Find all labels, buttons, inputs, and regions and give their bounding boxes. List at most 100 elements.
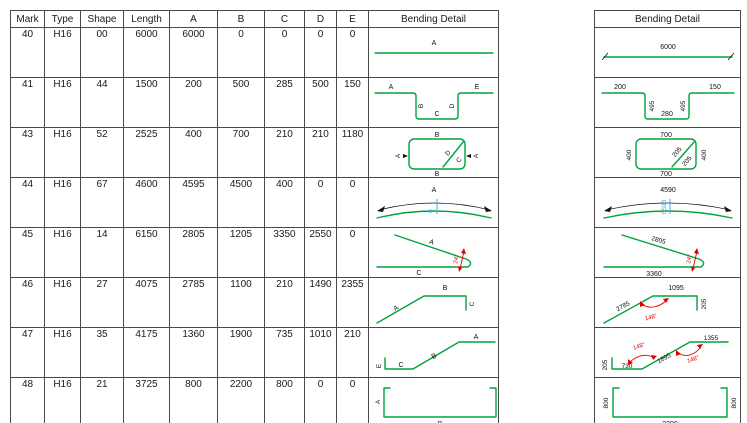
cell-e: 0 bbox=[336, 27, 369, 78]
shape-52-closed-link-diagram: 700 700 400 400 205 205 bbox=[626, 132, 708, 177]
dim-label-bottom: 2200 bbox=[662, 421, 678, 423]
cell-b: 2200 bbox=[217, 377, 265, 423]
cell-d: 210 bbox=[304, 127, 337, 178]
cell-type: H16 bbox=[44, 127, 81, 178]
cell-bending-detail: A B C bbox=[368, 277, 499, 328]
seg-label-e: E bbox=[475, 84, 480, 91]
cell-bending-detail: A bbox=[368, 27, 499, 78]
cell-a: 800 bbox=[169, 377, 218, 423]
dim-label-diag-lower: 205 bbox=[681, 155, 694, 168]
cell-d: 0 bbox=[304, 377, 337, 423]
angle-arrow-down-icon bbox=[458, 266, 462, 272]
angle-arrow-icon bbox=[650, 355, 657, 360]
dim-label-bottom: 3360 bbox=[646, 271, 662, 277]
seg-label-a: A bbox=[389, 84, 394, 91]
shape-14-hooked-bar-diagram: 2805 3360 24° bbox=[602, 234, 704, 277]
angle-arrow-up-icon bbox=[461, 248, 466, 254]
cell-c: 0 bbox=[264, 27, 305, 78]
dim-arrow-left-icon bbox=[377, 206, 385, 212]
col-header-e: E bbox=[336, 10, 369, 28]
bar-path bbox=[376, 295, 467, 324]
angle-arrow-down-icon bbox=[690, 266, 695, 272]
header-row: Bending Detail bbox=[594, 10, 741, 28]
cell-type: H16 bbox=[44, 27, 81, 78]
bar-bending-schedule-table: Mark Type Shape Length A B C D E Bending… bbox=[10, 10, 499, 423]
angle-arc-upper bbox=[677, 346, 701, 356]
cell-b: 700 bbox=[217, 127, 265, 178]
seg-label-bottom: B bbox=[435, 171, 440, 177]
cell-c: 210 bbox=[264, 127, 305, 178]
bar-path bbox=[408, 138, 466, 170]
table-row-mark-40: 40 H16 00 6000 6000 0 0 0 0 A bbox=[10, 27, 499, 78]
dim-label-slope: 2805 bbox=[650, 235, 666, 246]
cell-e: 0 bbox=[336, 377, 369, 423]
shape-00-straight-bar-diagram: 6000 bbox=[601, 44, 734, 61]
seg-label-top: B bbox=[435, 132, 440, 139]
cell-d: 0 bbox=[304, 177, 337, 228]
cell-shape: 67 bbox=[80, 177, 124, 228]
cell-shape: 52 bbox=[80, 127, 124, 178]
cell-b: 1205 bbox=[217, 227, 265, 278]
dim-label-right: 800 bbox=[731, 397, 738, 408]
dim-label: A bbox=[432, 187, 437, 194]
cell-type: H16 bbox=[44, 277, 81, 328]
col-header-d: D bbox=[304, 10, 337, 28]
dim-tick-right bbox=[727, 52, 734, 61]
cell-mark: 45 bbox=[10, 227, 45, 278]
cell-bending-detail: 800 2200 800 bbox=[594, 377, 741, 423]
angle-label: 24° bbox=[686, 254, 694, 265]
cell-e: 210 bbox=[336, 327, 369, 378]
cell-type: H16 bbox=[44, 227, 81, 278]
cell-length: 3725 bbox=[123, 377, 170, 423]
angle-dim-line bbox=[459, 250, 465, 270]
table-row-mark-45: 45 H16 14 6150 2805 1205 3350 2550 0 A C… bbox=[10, 227, 499, 278]
cell-length: 6150 bbox=[123, 227, 170, 278]
bar-path bbox=[374, 92, 494, 120]
seg-label-left: A bbox=[375, 399, 382, 404]
dim-tick-left bbox=[601, 52, 608, 61]
cell-d: 2550 bbox=[304, 227, 337, 278]
cell-c: 735 bbox=[264, 327, 305, 378]
cell-mark: 41 bbox=[10, 77, 45, 128]
shape-14-hooked-bar-diagram: A C 24° bbox=[376, 234, 472, 277]
bar-path bbox=[602, 295, 698, 324]
dim-label-leg-right: 495 bbox=[680, 100, 687, 111]
cell-b: 4500 bbox=[217, 177, 265, 228]
seg-label-slope: A bbox=[428, 239, 435, 247]
dim-arrow-right-icon bbox=[723, 206, 732, 212]
cell-type: H16 bbox=[44, 377, 81, 423]
dim-arc bbox=[605, 202, 730, 211]
cell-a: 2785 bbox=[169, 277, 218, 328]
dim-label-side-left: 400 bbox=[626, 149, 633, 160]
cell-bending-detail: A E B D C bbox=[368, 77, 499, 128]
dim-label-top: 1095 bbox=[668, 285, 684, 292]
cell-mark: 46 bbox=[10, 277, 45, 328]
col-header-bending-detail: Bending Detail bbox=[368, 10, 499, 28]
col-header-shape: Shape bbox=[80, 10, 124, 28]
table-row-mark-41: 41 H16 44 1500 200 500 285 500 150 A E B… bbox=[10, 77, 499, 128]
col-header-a: A bbox=[169, 10, 218, 28]
cell-shape: 35 bbox=[80, 327, 124, 378]
seg-label-diag-upper: D bbox=[444, 149, 453, 157]
angle-arrow-icon bbox=[627, 359, 633, 365]
cell-c: 210 bbox=[264, 277, 305, 328]
shape-00-straight-bar-diagram: A bbox=[374, 40, 494, 54]
shape-67-curved-bar-diagram: 4590 6593 bbox=[602, 187, 733, 219]
angle-arrow-right-icon bbox=[662, 298, 669, 303]
shape-35-cranked-bar-diagram: E C B A bbox=[376, 334, 496, 370]
cell-a: 200 bbox=[169, 77, 218, 128]
dim-label: 6000 bbox=[660, 44, 676, 51]
seg-label-side: C bbox=[469, 301, 476, 306]
cell-c: 800 bbox=[264, 377, 305, 423]
seg-label-side-right: A bbox=[473, 153, 480, 158]
cell-mark: 40 bbox=[10, 27, 45, 78]
bar-path bbox=[376, 210, 492, 219]
dim-label-leg-left: 495 bbox=[649, 100, 656, 111]
bending-detail-panel: Bending Detail 6000 200 150 495 495 bbox=[594, 10, 741, 423]
bar-path bbox=[384, 341, 496, 370]
dim-label-slope: 2785 bbox=[615, 300, 631, 313]
cell-e: 0 bbox=[336, 177, 369, 228]
cell-c: 3350 bbox=[264, 227, 305, 278]
cell-bending-detail: 4590 6593 bbox=[594, 177, 741, 228]
seg-label-bottom: C bbox=[398, 362, 403, 369]
